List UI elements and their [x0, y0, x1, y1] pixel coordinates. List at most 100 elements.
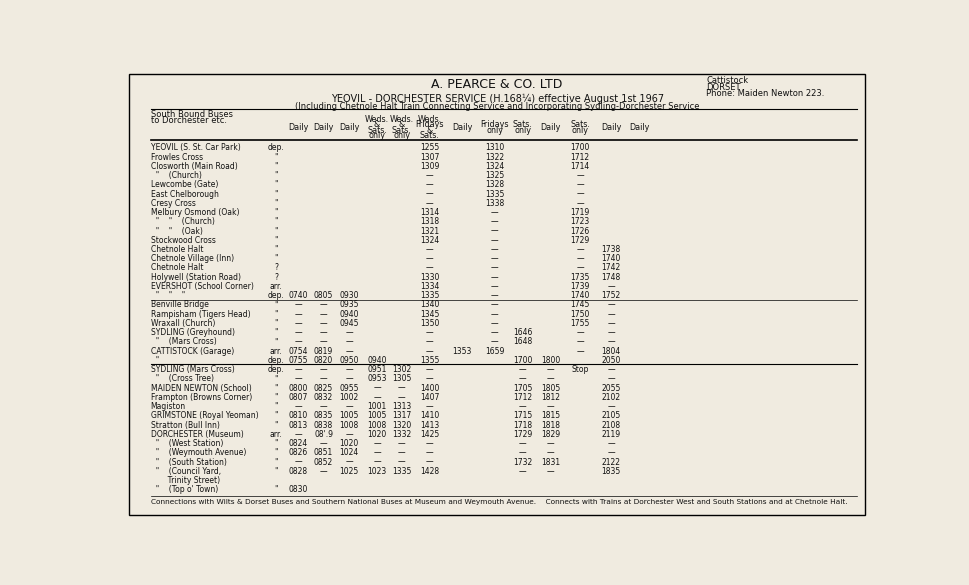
- Text: —: —: [425, 365, 433, 374]
- Text: ": ": [274, 301, 278, 309]
- Text: Melbury Osmond (Oak): Melbury Osmond (Oak): [150, 208, 239, 217]
- Text: —: —: [490, 328, 498, 337]
- Text: arr.: arr.: [269, 347, 282, 356]
- Text: 0832: 0832: [314, 393, 332, 402]
- Text: "    "    ": " " ": [150, 291, 185, 300]
- Text: ": ": [274, 217, 278, 226]
- Text: —: —: [576, 190, 583, 198]
- Text: —: —: [490, 338, 498, 346]
- Text: 1425: 1425: [420, 430, 439, 439]
- Text: 0945: 0945: [339, 319, 359, 328]
- Text: ": ": [274, 338, 278, 346]
- Text: —: —: [576, 338, 583, 346]
- Text: 0740: 0740: [288, 291, 307, 300]
- Text: 1812: 1812: [541, 393, 559, 402]
- Text: —: —: [576, 328, 583, 337]
- Text: —: —: [425, 439, 433, 448]
- Text: 1008: 1008: [339, 421, 359, 429]
- Text: 1750: 1750: [570, 309, 589, 319]
- Text: ": ": [274, 171, 278, 180]
- Text: 2102: 2102: [601, 393, 620, 402]
- Text: ": ": [274, 421, 278, 429]
- Text: —: —: [294, 402, 301, 411]
- Text: dep.: dep.: [267, 291, 284, 300]
- Text: Sats.: Sats.: [366, 126, 387, 135]
- Text: —: —: [373, 457, 381, 466]
- Text: ": ": [274, 254, 278, 263]
- Text: (Including Chetnole Halt Train Connecting Service and Incorporating Sydling-Dorc: (Including Chetnole Halt Train Connectin…: [295, 102, 699, 111]
- Text: —: —: [320, 439, 327, 448]
- Text: —: —: [576, 263, 583, 273]
- Text: "    "    (Oak): " " (Oak): [150, 226, 203, 236]
- Text: —: —: [490, 254, 498, 263]
- Text: —: —: [425, 338, 433, 346]
- Text: —: —: [518, 402, 526, 411]
- Text: 0852: 0852: [314, 457, 332, 466]
- Text: 1800: 1800: [541, 356, 560, 365]
- Text: &: &: [398, 121, 404, 129]
- Text: —: —: [425, 328, 433, 337]
- Text: 1428: 1428: [420, 467, 439, 476]
- Text: 1400: 1400: [420, 384, 439, 393]
- Text: —: —: [320, 467, 327, 476]
- Text: GRIMSTONE (Royal Yeoman): GRIMSTONE (Royal Yeoman): [150, 411, 258, 420]
- Text: ": ": [274, 309, 278, 319]
- Text: Weds.: Weds.: [418, 115, 441, 124]
- Text: —: —: [547, 374, 554, 383]
- Text: 1023: 1023: [367, 467, 387, 476]
- Text: East Chelborough: East Chelborough: [150, 190, 218, 198]
- Text: 1815: 1815: [541, 411, 559, 420]
- Text: 1648: 1648: [513, 338, 532, 346]
- Text: —: —: [490, 236, 498, 245]
- Text: 1700: 1700: [570, 143, 589, 152]
- Text: ?: ?: [274, 263, 278, 273]
- Text: —: —: [576, 171, 583, 180]
- Text: 0820: 0820: [314, 356, 332, 365]
- Text: 1020: 1020: [339, 439, 359, 448]
- Text: Weds.: Weds.: [390, 115, 414, 124]
- Text: —: —: [345, 338, 353, 346]
- Text: Frowles Cross: Frowles Cross: [150, 153, 203, 161]
- Text: ": ": [274, 393, 278, 402]
- Text: —: —: [294, 374, 301, 383]
- Text: —: —: [547, 402, 554, 411]
- Text: Lewcombe (Gate): Lewcombe (Gate): [150, 180, 218, 190]
- Text: ": ": [274, 190, 278, 198]
- Text: 1330: 1330: [420, 273, 439, 282]
- Text: —: —: [425, 245, 433, 254]
- Text: 2122: 2122: [601, 457, 620, 466]
- Text: 1318: 1318: [420, 217, 439, 226]
- Text: —: —: [373, 439, 381, 448]
- Text: 0838: 0838: [314, 421, 332, 429]
- Text: ": ": [274, 485, 278, 494]
- Text: Rampisham (Tigers Head): Rampisham (Tigers Head): [150, 309, 250, 319]
- Text: only: only: [368, 131, 385, 140]
- Text: Daily: Daily: [338, 123, 359, 132]
- Text: —: —: [607, 338, 614, 346]
- Text: 1338: 1338: [484, 199, 504, 208]
- Text: —: —: [490, 208, 498, 217]
- Text: Chetnole Halt: Chetnole Halt: [150, 263, 203, 273]
- Text: 1005: 1005: [339, 411, 359, 420]
- Text: —: —: [607, 319, 614, 328]
- Text: 1324: 1324: [484, 162, 504, 171]
- Text: —: —: [518, 448, 526, 457]
- Text: 1355: 1355: [420, 356, 439, 365]
- Text: —: —: [345, 457, 353, 466]
- Text: &: &: [373, 121, 380, 129]
- Text: —: —: [320, 301, 327, 309]
- Text: 1255: 1255: [420, 143, 439, 152]
- Text: "    (Mars Cross): " (Mars Cross): [150, 338, 216, 346]
- Text: "    (West Station): " (West Station): [150, 439, 223, 448]
- Text: —: —: [294, 338, 301, 346]
- Text: 1732: 1732: [513, 457, 532, 466]
- Text: —: —: [518, 467, 526, 476]
- Text: 1307: 1307: [420, 153, 439, 161]
- Text: —: —: [576, 347, 583, 356]
- Text: —: —: [425, 199, 433, 208]
- Text: "    (Cross Tree): " (Cross Tree): [150, 374, 213, 383]
- Text: 1712: 1712: [513, 393, 532, 402]
- Text: 1310: 1310: [484, 143, 504, 152]
- Text: 0955: 0955: [339, 384, 359, 393]
- Text: ": ": [274, 245, 278, 254]
